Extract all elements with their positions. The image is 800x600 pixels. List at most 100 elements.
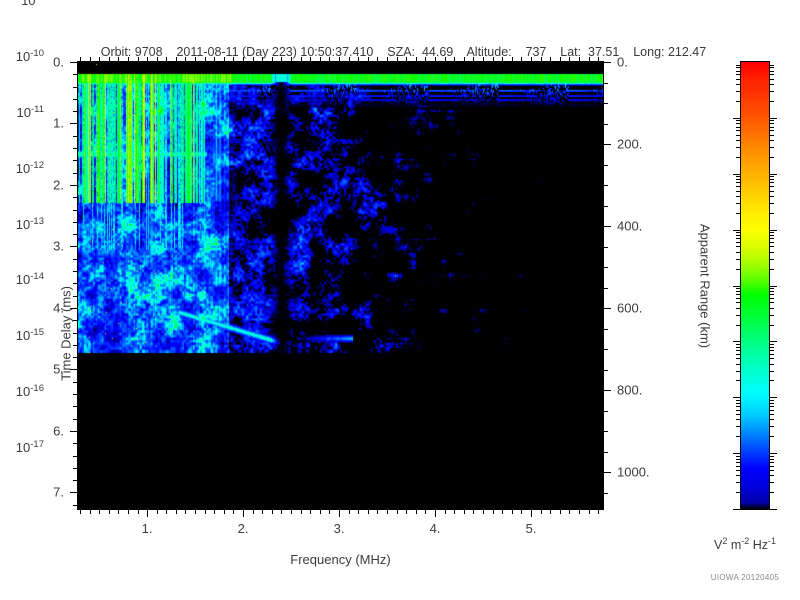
colorbar-tick-minor bbox=[769, 232, 774, 234]
y2-tick-major bbox=[603, 226, 611, 228]
colorbar-tick-minor bbox=[736, 268, 741, 270]
colorbar-tick-minor bbox=[769, 84, 774, 86]
colorbar-tick-minor bbox=[736, 101, 741, 103]
colorbar-tick-minor bbox=[736, 212, 741, 214]
y-tick-minor bbox=[73, 135, 78, 137]
y-tick-minor bbox=[73, 504, 78, 506]
colorbar-tick-minor bbox=[769, 324, 774, 326]
y-tick-minor bbox=[73, 172, 78, 174]
x-tick-top bbox=[483, 57, 485, 62]
colorbar-tick-label: 10-15 bbox=[15, 327, 44, 344]
x-tick-top bbox=[502, 57, 504, 62]
colorbar-tick-minor bbox=[769, 414, 774, 416]
colorbar-tick-minor bbox=[736, 232, 741, 234]
colorbar-tick-minor bbox=[769, 343, 774, 345]
colorbar-tick-minor bbox=[769, 179, 774, 181]
y2-tick-minor bbox=[603, 328, 608, 330]
x-tick-top bbox=[137, 57, 139, 62]
x-tick-minor bbox=[387, 509, 389, 514]
colorbar-tick-minor bbox=[736, 409, 741, 411]
x-tick-minor bbox=[463, 509, 465, 514]
y-tick-minor bbox=[73, 406, 78, 408]
x-tick-minor bbox=[166, 509, 168, 514]
colorbar-tick-minor bbox=[769, 363, 774, 365]
x-tick-top bbox=[271, 57, 273, 62]
x-tick-label: 3. bbox=[333, 521, 345, 536]
colorbar-tick-minor bbox=[736, 179, 741, 181]
x-tick-minor bbox=[195, 509, 197, 514]
colorbar-tick-minor bbox=[736, 288, 741, 290]
x-tick-top bbox=[387, 57, 389, 62]
colorbar-tick-minor bbox=[736, 307, 741, 309]
y2-tick-minor bbox=[603, 205, 608, 207]
x-tick-top bbox=[243, 57, 245, 62]
colorbar-tick-major bbox=[733, 453, 741, 455]
x-tick-top bbox=[444, 57, 446, 62]
colorbar-tick-minor bbox=[736, 399, 741, 401]
colorbar-tick-minor bbox=[769, 426, 774, 428]
colorbar-tick-major bbox=[733, 229, 741, 231]
colorbar-tick-minor bbox=[769, 67, 774, 69]
x-tick-minor bbox=[598, 509, 600, 514]
colorbar-tick-minor bbox=[769, 251, 774, 253]
x-tick-minor bbox=[579, 509, 580, 514]
colorbar-tick-minor bbox=[736, 405, 741, 407]
colorbar-tick-major bbox=[769, 397, 777, 399]
y-tick-minor bbox=[73, 394, 78, 396]
colorbar-tick-major bbox=[769, 453, 777, 455]
x-tick-minor bbox=[108, 509, 110, 514]
x-tick-major bbox=[243, 509, 245, 517]
x-tick-minor bbox=[454, 509, 456, 514]
y-tick-minor bbox=[73, 381, 78, 383]
y-tick-major bbox=[70, 307, 78, 309]
colorbar-tick-minor bbox=[769, 307, 774, 309]
colorbar-tick-minor bbox=[769, 123, 774, 125]
y-tick-label: 5. bbox=[53, 361, 64, 377]
colorbar-tick-minor bbox=[736, 202, 741, 204]
y-tick-minor bbox=[73, 271, 78, 273]
x-tick-minor bbox=[329, 509, 331, 514]
x-tick-top bbox=[281, 57, 283, 62]
colorbar-tick-label: 10-14 bbox=[15, 271, 44, 288]
colorbar-tick-minor bbox=[769, 91, 774, 93]
colorbar-tick-minor bbox=[769, 436, 774, 438]
colorbar-tick-minor bbox=[736, 465, 741, 467]
x-tick-top bbox=[262, 57, 264, 62]
x-tick-top bbox=[185, 57, 187, 62]
x-tick-minor bbox=[540, 509, 542, 514]
y-tick-minor bbox=[73, 332, 78, 334]
y-tick-minor bbox=[73, 258, 78, 260]
x-tick-top bbox=[89, 57, 91, 62]
y-tick-minor bbox=[73, 221, 78, 223]
x-tick-minor bbox=[79, 509, 81, 514]
x-tick-top bbox=[291, 57, 293, 62]
x-tick-major bbox=[531, 509, 533, 517]
colorbar-tick-minor bbox=[769, 469, 774, 471]
x-tick-top bbox=[511, 57, 513, 62]
colorbar-tick-minor bbox=[736, 436, 741, 438]
x-tick-top bbox=[223, 57, 225, 62]
y-tick-label: 3. bbox=[53, 238, 64, 254]
colorbar-tick-label: 10-9 bbox=[21, 0, 44, 9]
x-tick-major bbox=[147, 509, 149, 517]
x-tick-top bbox=[233, 57, 235, 62]
colorbar-tick-minor bbox=[769, 147, 774, 149]
colorbar-tick-minor bbox=[769, 238, 774, 240]
x-tick-minor bbox=[271, 509, 273, 514]
y2-tick-major bbox=[603, 472, 611, 474]
colorbar-tick-minor bbox=[736, 182, 741, 184]
colorbar-tick-minor bbox=[769, 288, 774, 290]
colorbar-tick-minor bbox=[736, 469, 741, 471]
colorbar-tick-minor bbox=[736, 246, 741, 248]
colorbar-tick-minor bbox=[769, 246, 774, 248]
x-tick-minor bbox=[137, 509, 139, 514]
x-tick-top bbox=[550, 57, 552, 62]
x-tick-minor bbox=[415, 509, 417, 514]
y2-tick-major bbox=[603, 308, 611, 310]
x-tick-top bbox=[396, 57, 398, 62]
x-tick-top bbox=[435, 57, 437, 62]
x-tick-top bbox=[521, 57, 523, 62]
x-tick-minor bbox=[444, 509, 446, 514]
y2-tick-minor bbox=[603, 82, 608, 84]
y-tick-major bbox=[70, 62, 78, 63]
